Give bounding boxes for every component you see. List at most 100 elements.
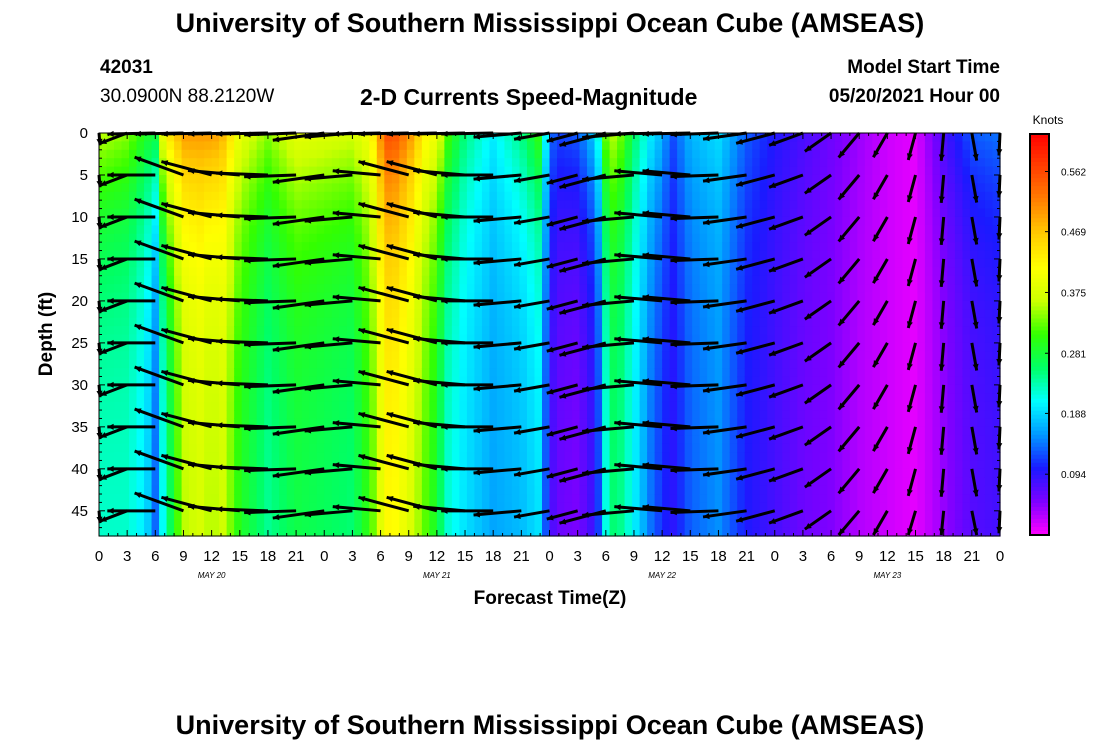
heatmap-cell [699, 410, 708, 420]
heatmap-cell [406, 510, 415, 520]
heatmap-cell [204, 191, 213, 201]
heatmap-cell [459, 334, 468, 344]
heatmap-cell [609, 158, 618, 168]
heatmap-cell [511, 317, 521, 327]
heatmap-cell [226, 494, 235, 504]
heatmap-cell [669, 368, 678, 378]
heatmap-cell [459, 443, 468, 453]
heatmap-cell [489, 426, 498, 436]
heatmap-cell [406, 485, 415, 495]
heatmap-cell [714, 376, 723, 386]
heatmap-cell [714, 418, 723, 428]
heatmap-cell [834, 292, 843, 302]
heatmap-cell [421, 216, 430, 226]
heatmap-cell [264, 309, 273, 319]
heatmap-cell [474, 317, 483, 327]
heatmap-cell [797, 494, 806, 504]
heatmap-cell [256, 233, 265, 243]
heatmap-cell [316, 225, 325, 235]
heatmap-cell [782, 519, 791, 529]
heatmap-cell [211, 158, 220, 168]
heatmap-cell [797, 242, 806, 252]
heatmap-cell [316, 216, 325, 226]
heatmap-cell [707, 225, 716, 235]
heatmap-cell [549, 401, 558, 411]
heatmap-cell [699, 309, 708, 319]
heatmap-cell [519, 494, 528, 504]
heatmap-cell [406, 443, 415, 453]
heatmap-cell [399, 368, 408, 378]
heatmap-cell [346, 183, 355, 193]
heatmap-cell [534, 359, 543, 369]
heatmap-cell [219, 410, 228, 420]
heatmap-cell [504, 519, 513, 529]
heatmap-cell [271, 410, 280, 420]
heatmap-cell [496, 300, 506, 310]
heatmap-cell [624, 519, 633, 529]
heatmap-cell [827, 141, 836, 151]
heatmap-cell [121, 527, 130, 537]
heatmap-cell [271, 359, 280, 369]
heatmap-cell [677, 200, 686, 210]
heatmap-cell [767, 376, 776, 386]
heatmap-cell [579, 191, 588, 201]
heatmap-cell [564, 376, 573, 386]
heatmap-cell [106, 233, 115, 243]
heatmap-cell [812, 284, 821, 294]
heatmap-cell [699, 468, 708, 478]
heatmap-cell [249, 267, 258, 277]
heatmap-cell [256, 477, 265, 487]
heatmap-cell [121, 216, 130, 226]
heatmap-cell [804, 158, 813, 168]
heatmap-cell [849, 242, 858, 252]
heatmap-cell [737, 133, 746, 142]
model-start-value: 05/20/2021 Hour 00 [828, 86, 1000, 107]
heatmap-cell [669, 502, 678, 512]
heatmap-cell [196, 443, 205, 453]
heatmap-cell [827, 166, 836, 176]
heatmap-cell [166, 141, 175, 151]
heatmap-cell [249, 233, 258, 243]
heatmap-cell [579, 410, 588, 420]
heatmap-cell [797, 410, 806, 420]
heatmap-cell [541, 200, 551, 210]
heatmap-cell [707, 452, 716, 462]
heatmap-cell [226, 275, 235, 285]
heatmap-cell [339, 242, 348, 252]
heatmap-cell [166, 393, 175, 403]
heatmap-cell [99, 183, 108, 193]
heatmap-cell [309, 494, 318, 504]
heatmap-cell [684, 149, 693, 159]
heatmap-cell [804, 258, 813, 268]
heatmap-cell [526, 368, 536, 378]
heatmap-cell [557, 410, 566, 420]
heatmap-cell [617, 200, 626, 210]
heatmap-cell [572, 443, 581, 453]
heatmap-cell [752, 225, 761, 235]
heatmap-cell [256, 326, 265, 336]
heatmap-cell [767, 384, 776, 394]
heatmap-cell [849, 250, 858, 260]
heatmap-cell [511, 275, 521, 285]
heatmap-cell [864, 292, 873, 302]
heatmap-cell [797, 292, 806, 302]
heatmap-cell [564, 300, 573, 310]
heatmap-cell [549, 300, 558, 310]
heatmap-cell [384, 401, 393, 411]
heatmap-cell [857, 342, 866, 352]
heatmap-cell [617, 510, 626, 520]
heatmap-cell [166, 351, 175, 361]
heatmap-cell [421, 510, 430, 520]
heatmap-cell [692, 410, 701, 420]
heatmap-cell [737, 183, 746, 193]
heatmap-cell [399, 208, 408, 218]
heatmap-cell [384, 258, 393, 268]
heatmap-cell [226, 351, 235, 361]
heatmap-cell [714, 292, 723, 302]
heatmap-cell [864, 359, 873, 369]
heatmap-cell [174, 225, 183, 235]
heatmap-cell [647, 468, 656, 478]
heatmap-cell [226, 317, 235, 327]
heatmap-cell [662, 452, 671, 462]
heatmap-cell [782, 208, 791, 218]
